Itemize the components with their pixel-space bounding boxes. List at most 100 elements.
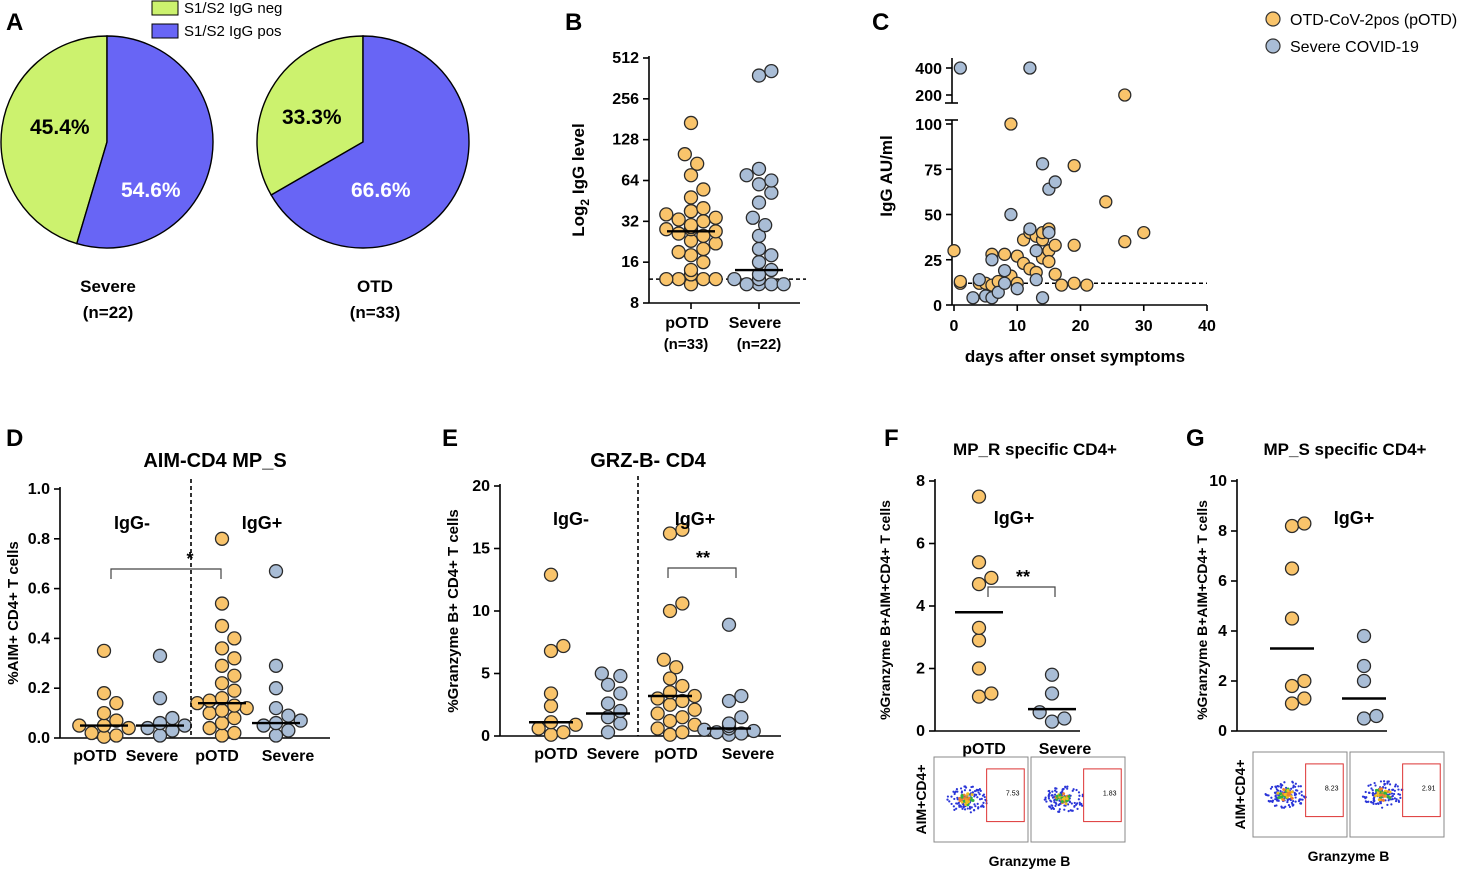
panel-f-flow-event <box>1080 804 1084 807</box>
pie-severe-slice-neg <box>0 35 108 245</box>
pie-otd-pct-neg: 33.3% <box>282 106 342 129</box>
panel-b-point <box>671 226 686 241</box>
panel-f-flow-event <box>955 802 958 805</box>
panel-c-point-severe <box>985 253 999 267</box>
panel-f-flow-event <box>1052 807 1055 810</box>
panel-d-point <box>227 698 242 713</box>
legend-c-severe-label: Severe COVID-19 <box>1290 39 1419 56</box>
panel-g-flow-event <box>1365 796 1368 799</box>
panel-f-flow-event <box>1066 785 1069 788</box>
panel-g-point <box>1284 611 1300 626</box>
panel-f-flow-event <box>978 788 981 791</box>
panel-f-point <box>971 576 987 592</box>
panel-f-flow-event <box>953 808 956 812</box>
panel-c-x-tick-label: 40 <box>1198 318 1216 335</box>
panel-e-section-label: IgG- <box>553 509 589 529</box>
panel-g-point <box>1284 518 1300 534</box>
panel-e-y-label: %Granzyme B+ CD4+ T cells <box>445 509 462 712</box>
panel-g-flow-event <box>1270 785 1274 789</box>
panel-f-y-tick-label: 2 <box>916 661 925 678</box>
panel-c-point-otd <box>1048 267 1062 281</box>
panel-d-point <box>268 700 284 716</box>
panel-e-point <box>613 703 628 719</box>
panel-b-point <box>696 271 711 287</box>
panel-g-flow-event <box>1291 780 1294 783</box>
panel-b-point <box>776 277 791 292</box>
panel-g-point <box>1297 673 1312 689</box>
panel-g-flow-event <box>1298 798 1301 801</box>
panel-c-x-tick-label: 0 <box>950 318 959 335</box>
panel-b-point <box>696 241 711 257</box>
panel-b-point <box>696 255 711 270</box>
panel-d-point <box>109 713 124 728</box>
pie-severe <box>0 35 214 249</box>
panel-b-group-n-0: (n=33) <box>664 336 709 353</box>
panel-f-flow-event-dense <box>960 795 964 799</box>
panel-b-x-label: pOTD <box>665 315 709 332</box>
panel-g-flow-event-dense <box>1279 792 1283 796</box>
panel-f-flow-event <box>1049 806 1052 809</box>
panel-f-flow-y-label: AIM+CD4+ <box>913 764 929 834</box>
panel-b-point <box>739 168 754 183</box>
panel-g-y-label: %Granzyme B+AIM+CD4+ T cells <box>1194 500 1210 720</box>
panel-letter-a: A <box>6 9 23 36</box>
panel-b-y-tick-label: 32 <box>621 213 639 230</box>
panel-f-flow-event <box>1077 798 1080 801</box>
panel-d-point <box>165 710 180 726</box>
panel-g-flow-event <box>1396 785 1399 788</box>
panel-b-y-label: Log2 IgG level <box>569 123 592 236</box>
panel-f-y-tick-label: 4 <box>916 598 925 615</box>
panel-g-chart: 0 2 4 6 8 10 MP_S specific CD4+ %Granzyme B+AIM… <box>1194 440 1445 864</box>
panel-d-point <box>227 710 242 726</box>
panel-f-y-tick-label: 8 <box>916 473 925 490</box>
panel-e-point <box>556 638 571 654</box>
panel-g-flow-plot <box>1349 751 1445 838</box>
panel-f-flow-event <box>946 795 950 798</box>
panel-b-point <box>751 228 767 244</box>
panel-e-point <box>721 716 737 731</box>
panel-b-point <box>696 228 711 244</box>
panel-d-point <box>140 720 155 736</box>
pie-severe-pct-pos: 54.6% <box>121 179 181 202</box>
panel-b-y-tick-label: 256 <box>612 91 639 108</box>
panel-d-point <box>256 718 271 733</box>
panel-g-flow-event <box>1271 799 1275 802</box>
panel-b-point <box>683 168 699 183</box>
panel-f-flow-event <box>1067 810 1070 813</box>
panel-c-y-tick-label: 200 <box>915 88 942 105</box>
legend-c-otd-marker <box>1265 11 1281 27</box>
panel-c-y-tick-label: 100 <box>915 117 942 134</box>
legend-c-otd-label: OTD-CoV-2pos (pOTD) <box>1290 12 1457 29</box>
panel-f-flow-event <box>970 785 973 789</box>
panel-f-flow-event <box>974 805 977 808</box>
panel-c-point-severe <box>1035 157 1050 171</box>
panel-b-y-tick-label: 16 <box>621 254 639 271</box>
panel-d-point <box>96 686 112 701</box>
panel-d-point <box>281 708 296 723</box>
panel-f-flow-event <box>1071 789 1074 792</box>
panel-f-flow-event <box>1051 796 1055 799</box>
panel-e-point <box>721 617 737 632</box>
panel-g-flow-event <box>1274 795 1277 798</box>
panel-c-point-severe <box>1035 291 1050 305</box>
panel-f-flow-event <box>954 790 957 793</box>
panel-e-x-label: pOTD <box>654 746 698 763</box>
panel-e-x-label: Severe <box>722 746 775 763</box>
panel-f-flow-event <box>1063 804 1066 807</box>
panel-f-flow-event <box>969 811 972 814</box>
panel-g-flow-event-dense <box>1290 796 1294 800</box>
panel-g-flow-event <box>1377 802 1380 805</box>
panel-f-flow-event <box>1066 787 1069 790</box>
panel-b-point <box>683 204 699 219</box>
panel-e-point <box>656 652 671 667</box>
legend-swatch-neg <box>151 0 179 16</box>
panel-g-flow-event <box>1390 792 1394 795</box>
panel-d-point <box>227 668 242 683</box>
panel-g-flow-event <box>1365 800 1368 804</box>
panel-b-point <box>683 217 699 233</box>
panel-f-flow-event <box>959 787 963 790</box>
panel-g-flow-event <box>1388 783 1392 786</box>
panel-g-flow-event <box>1279 786 1283 789</box>
panel-f-flow-event <box>1061 788 1064 791</box>
panel-f-flow-event <box>1070 809 1073 812</box>
